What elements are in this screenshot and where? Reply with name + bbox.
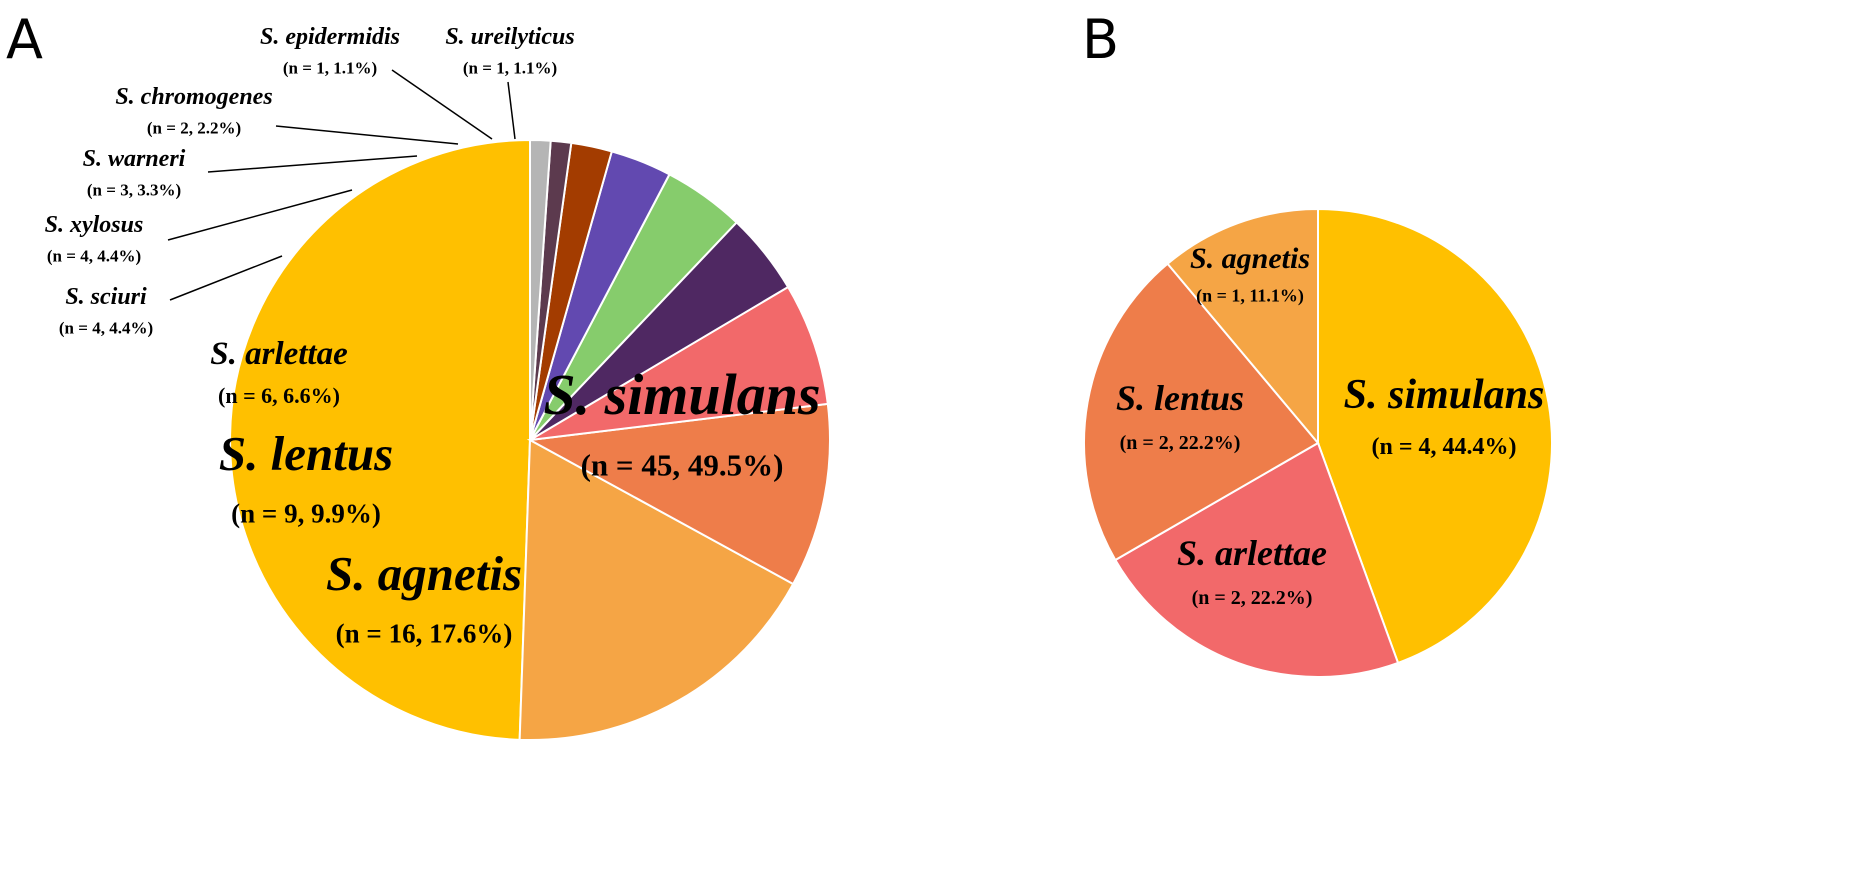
- pie-a-label-s-xylosus-leader-line: [167, 189, 353, 241]
- pie-b-label-s-arlettae-species: S. arlettae: [1177, 533, 1327, 573]
- pie-a-label-s-arlettae-count: (n = 6, 6.6%): [218, 383, 340, 408]
- pie-b-slice-s-simulans: [1317, 207, 1553, 665]
- pie-a-label-s-sciuri-leader-line: [169, 255, 283, 301]
- pie-a-label-s-ureilyticus-count: (n = 1, 1.1%): [463, 58, 557, 77]
- pie-b-label-s-simulans-species: S. simulans: [1344, 372, 1545, 418]
- pie-a-label-s-chromogenes-count: (n = 2, 2.2%): [147, 118, 241, 137]
- pie-b-label-s-arlettae-count: (n = 2, 22.2%): [1192, 587, 1313, 609]
- pie-chart-a: S. simulans (n = 45, 49.5%) S. agnetis (n =…: [45, 24, 831, 741]
- pie-a-slice-s-agnetis: [518, 438, 795, 741]
- pie-a-slice-s-lentus: [526, 402, 831, 586]
- pie-a-slice-s-arlettae: [529, 285, 829, 441]
- pie-a-label-s-sciuri-count: (n = 4, 4.4%): [59, 318, 153, 337]
- pie-a-label-s-lentus-count: (n = 9, 9.9%): [231, 499, 381, 529]
- pie-a-label-s-lentus-species: S. lentus: [219, 426, 393, 481]
- pie-b-label-s-simulans-count: (n = 4, 44.4%): [1371, 434, 1516, 460]
- pie-b-slice-s-arlettae: [1113, 441, 1400, 678]
- panel-b-letter: B: [1082, 8, 1119, 71]
- pie-a-label-s-xylosus-count: (n = 4, 4.4%): [47, 246, 141, 265]
- pie-a-label-s-agnetis-species: S. agnetis: [326, 546, 522, 601]
- pie-a-label-s-ureilyticus-leader-line: [507, 81, 516, 140]
- pie-b-slice-s-lentus: [1083, 262, 1320, 562]
- pie-a-slice-s-simulans: [229, 138, 531, 741]
- pie-a-label-s-warneri-count: (n = 3, 3.3%): [87, 180, 181, 199]
- pie-b-label-s-agnetis-count: (n = 1, 11.1%): [1196, 286, 1304, 307]
- pie-a-label-s-chromogenes-species: S. chromogenes: [115, 84, 272, 110]
- pie-a-label-s-epidermidis-leader-line: [391, 69, 493, 140]
- panel-a-letter: A: [6, 8, 43, 71]
- pie-a-label-s-simulans-count: (n = 45, 49.5%): [581, 447, 784, 482]
- pie-b-label-s-lentus-count: (n = 2, 22.2%): [1120, 432, 1241, 454]
- pie-b-label-s-agnetis-species: S. agnetis: [1190, 242, 1310, 275]
- pie-b-slice-s-agnetis: [1166, 207, 1319, 446]
- pie-a-label-s-epidermidis-species: S. epidermidis: [260, 24, 400, 50]
- pie-a-label-s-simulans-species: S. simulans: [543, 362, 820, 427]
- pie-a-slice-s-ureilyticus: [529, 138, 552, 441]
- pie-a-label-s-agnetis-count: (n = 16, 17.6%): [336, 619, 513, 649]
- pie-a-label-s-chromogenes-leader-line: [275, 125, 459, 145]
- pie-a-label-s-xylosus-species: S. xylosus: [45, 212, 144, 238]
- pie-a-label-s-epidermidis-count: (n = 1, 1.1%): [283, 58, 377, 77]
- pie-b-label-s-lentus-species: S. lentus: [1116, 378, 1244, 418]
- pie-a-label-s-ureilyticus-species: S. ureilyticus: [445, 24, 574, 50]
- pie-a-label-s-arlettae-species: S. arlettae: [210, 336, 348, 372]
- pie-a-label-s-warneri-species: S. warneri: [83, 146, 186, 172]
- pie-chart-b: S. simulans (n = 4, 44.4%) S. arlettae (n =…: [1083, 207, 1553, 678]
- pie-a-label-s-sciuri-species: S. sciuri: [65, 284, 147, 310]
- pie-a-label-s-warneri-leader-line: [207, 155, 418, 173]
